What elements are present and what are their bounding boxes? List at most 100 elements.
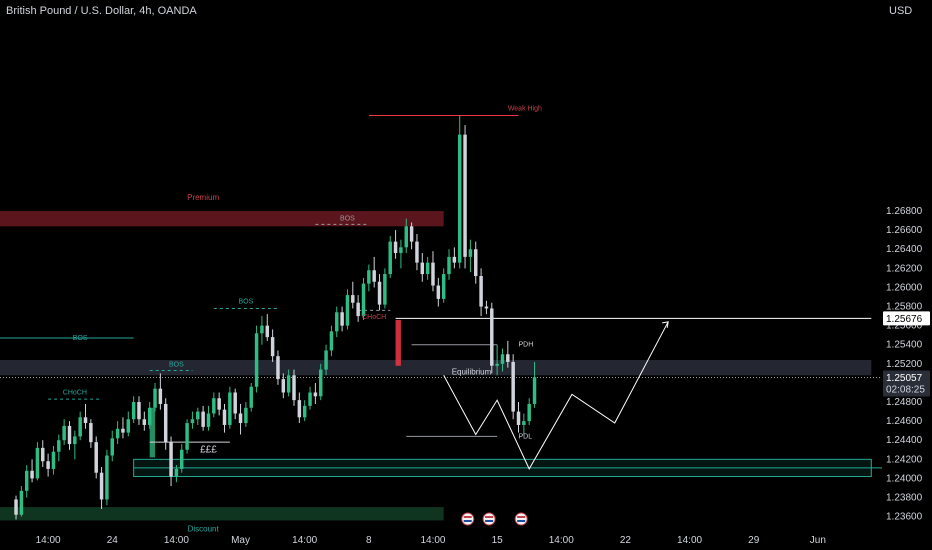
- candle[interactable]: [276, 350, 280, 385]
- candle-body[interactable]: [254, 333, 259, 387]
- candle-body[interactable]: [35, 447, 40, 479]
- candle[interactable]: [142, 411, 147, 431]
- candle[interactable]: [522, 413, 526, 435]
- candle-body[interactable]: [404, 226, 408, 248]
- candle[interactable]: [490, 302, 494, 374]
- candle-body[interactable]: [115, 428, 120, 439]
- candle[interactable]: [318, 363, 323, 401]
- candle[interactable]: [105, 449, 109, 506]
- candle-body[interactable]: [169, 442, 173, 477]
- candle-body[interactable]: [313, 392, 318, 397]
- candle-body[interactable]: [41, 447, 45, 462]
- candle-body[interactable]: [212, 398, 216, 414]
- candle[interactable]: [83, 403, 88, 429]
- candle-body[interactable]: [233, 392, 237, 414]
- candle[interactable]: [14, 495, 18, 520]
- candle[interactable]: [19, 486, 24, 517]
- candle-body[interactable]: [356, 302, 360, 317]
- candle-body[interactable]: [484, 306, 489, 309]
- candle-body[interactable]: [511, 361, 515, 412]
- candle-body[interactable]: [441, 274, 446, 299]
- candle[interactable]: [393, 230, 398, 259]
- candle-body[interactable]: [78, 417, 82, 437]
- candle-body[interactable]: [99, 472, 104, 500]
- candle[interactable]: [329, 325, 334, 357]
- candle[interactable]: [99, 466, 104, 509]
- candle[interactable]: [399, 239, 403, 269]
- candle-body[interactable]: [388, 241, 392, 275]
- candle-body[interactable]: [292, 375, 296, 401]
- candle-body[interactable]: [222, 409, 227, 425]
- candle-body[interactable]: [297, 400, 302, 418]
- candle[interactable]: [516, 402, 521, 433]
- candle-body[interactable]: [62, 425, 66, 441]
- candle[interactable]: [185, 419, 189, 454]
- candle-body[interactable]: [532, 377, 537, 404]
- candle[interactable]: [420, 253, 425, 282]
- candle-body[interactable]: [500, 354, 505, 364]
- candle[interactable]: [180, 444, 184, 473]
- candle[interactable]: [233, 388, 237, 420]
- candle[interactable]: [163, 398, 168, 450]
- candle[interactable]: [222, 403, 227, 433]
- economic-event-flag-icon[interactable]: [461, 512, 475, 526]
- candle[interactable]: [131, 396, 136, 424]
- candle-body[interactable]: [158, 388, 163, 404]
- candle-body[interactable]: [270, 337, 275, 357]
- candles-layer[interactable]: [14, 115, 537, 520]
- candle-body[interactable]: [19, 490, 24, 515]
- candle[interactable]: [62, 419, 66, 446]
- candle[interactable]: [260, 316, 264, 345]
- candle[interactable]: [57, 434, 61, 462]
- candle-body[interactable]: [206, 413, 211, 427]
- candle-body[interactable]: [506, 354, 510, 362]
- candle-body[interactable]: [318, 369, 323, 397]
- candle-body[interactable]: [409, 226, 414, 242]
- candle[interactable]: [73, 430, 77, 460]
- candle[interactable]: [463, 125, 467, 269]
- candle[interactable]: [313, 382, 318, 404]
- candle-body[interactable]: [126, 419, 131, 433]
- candle-body[interactable]: [51, 451, 56, 469]
- candle[interactable]: [121, 417, 125, 439]
- candle-body[interactable]: [490, 308, 494, 366]
- candle[interactable]: [244, 402, 248, 427]
- candle[interactable]: [361, 277, 366, 320]
- candle[interactable]: [335, 306, 339, 338]
- candle[interactable]: [324, 344, 328, 376]
- candle[interactable]: [249, 382, 253, 412]
- candle[interactable]: [35, 442, 40, 481]
- candle-body[interactable]: [238, 413, 243, 424]
- candle[interactable]: [190, 411, 195, 429]
- candle-body[interactable]: [163, 403, 168, 443]
- candle-body[interactable]: [495, 363, 499, 366]
- candle[interactable]: [383, 268, 387, 309]
- candle[interactable]: [94, 436, 98, 479]
- candle-body[interactable]: [452, 256, 457, 263]
- candle[interactable]: [425, 256, 430, 280]
- candle[interactable]: [441, 268, 446, 303]
- candle-body[interactable]: [30, 470, 34, 479]
- candle[interactable]: [527, 398, 531, 425]
- candle-body[interactable]: [110, 438, 114, 456]
- candle-body[interactable]: [89, 423, 93, 443]
- candle[interactable]: [206, 405, 211, 431]
- candle[interactable]: [51, 445, 56, 475]
- candle-body[interactable]: [196, 411, 200, 420]
- candle[interactable]: [265, 314, 270, 341]
- candle-body[interactable]: [522, 421, 526, 425]
- candle[interactable]: [169, 436, 173, 487]
- candle-body[interactable]: [377, 281, 382, 305]
- candle[interactable]: [506, 340, 510, 368]
- candle-body[interactable]: [431, 262, 435, 286]
- candle-body[interactable]: [393, 241, 398, 254]
- candle-body[interactable]: [228, 392, 232, 425]
- candle[interactable]: [147, 402, 152, 429]
- candle-body[interactable]: [463, 134, 467, 257]
- candle-body[interactable]: [46, 461, 50, 469]
- candle-body[interactable]: [137, 402, 141, 420]
- candle-body[interactable]: [329, 331, 334, 351]
- candle[interactable]: [511, 354, 515, 420]
- candle[interactable]: [238, 403, 243, 435]
